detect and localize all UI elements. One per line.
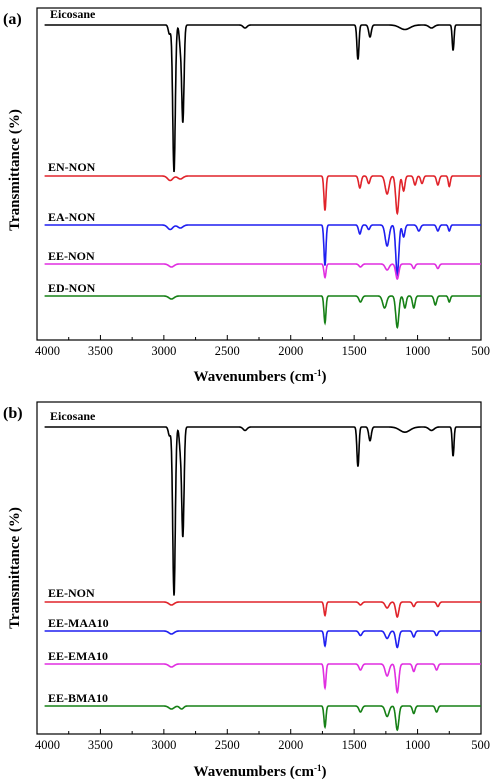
panel-a-series-labels: Eicosane EN-NON EA-NON EE-NON ED-NON [48,7,96,295]
series-line-en-non [44,175,481,216]
panel-b-label: (b) [3,405,23,422]
panel-b-x-ticks: 4000 3500 3000 2500 2000 1500 1000 500 [35,729,490,752]
series-label-ee-bma10: EE-BMA10 [48,691,108,705]
x-tick-label: 3000 [151,738,176,752]
panel-b-series-labels: Eicosane EE-NON EE-MAA10 EE-EMA10 EE-BMA10 [48,409,109,705]
x-tick-label: 3500 [88,344,113,358]
x-tick-label: 2500 [215,738,240,752]
x-tick-label: 500 [471,344,490,358]
panel-b-frame [36,401,482,735]
panel-b: (b) Eicosane EE-NON EE-MAA10 EE-EMA10 EE-BMA… [3,401,490,780]
series-line-ee-non [44,263,481,281]
panel-a-y-axis-title: Transmittance (%) [7,109,23,231]
series-line-ee-ema10 [44,663,481,695]
x-tick-label: 2500 [215,344,240,358]
series-label-eicosane: Eicosane [50,7,96,21]
series-label-ee-maa10: EE-MAA10 [48,616,109,630]
x-tick-label: 2000 [278,738,303,752]
series-line-ee-maa10 [44,630,481,649]
panel-a-curves [44,24,481,330]
panel-b-y-axis-title: Transmittance (%) [7,507,23,629]
series-label-en-non: EN-NON [48,160,96,174]
series-line-ed-non [44,295,481,330]
x-tick-label: 3000 [151,344,176,358]
x-tick-label: 1000 [405,738,430,752]
x-tick-label: 4000 [35,738,60,752]
series-label-ee-non: EE-NON [48,586,95,600]
series-label-eicosane: Eicosane [50,409,96,423]
panel-b-curves [44,426,481,732]
panel-a-frame [36,7,482,341]
series-line-eicosane [44,24,481,173]
series-line-eicosane [44,426,481,596]
series-label-ed-non: ED-NON [48,281,96,295]
x-tick-label: 1500 [342,738,367,752]
panel-a-label: (a) [3,11,22,28]
x-tick-label: 4000 [35,344,60,358]
x-tick-label: 2000 [278,344,303,358]
panel-b-x-axis-title: Wavenumbers (cm-1) [194,763,327,780]
panel-a-x-axis-title: Wavenumbers (cm-1) [194,368,327,385]
series-label-ea-non: EA-NON [48,210,96,224]
x-tick-label: 1000 [405,344,430,358]
panel-a-x-ticks: 4000 3500 3000 2500 2000 1500 1000 500 [35,335,490,358]
series-label-ee-ema10: EE-EMA10 [48,649,108,663]
series-line-ee-bma10 [44,705,481,732]
x-tick-label: 1500 [342,344,367,358]
series-line-ea-non [44,224,481,277]
series-line-ee-non [44,601,481,619]
x-tick-label: 3500 [88,738,113,752]
panel-a: (a) Eicosane EN-NON EA-NON EE-NON ED-NON 400… [3,7,490,385]
x-tick-label: 500 [471,738,490,752]
series-label-ee-non: EE-NON [48,249,95,263]
